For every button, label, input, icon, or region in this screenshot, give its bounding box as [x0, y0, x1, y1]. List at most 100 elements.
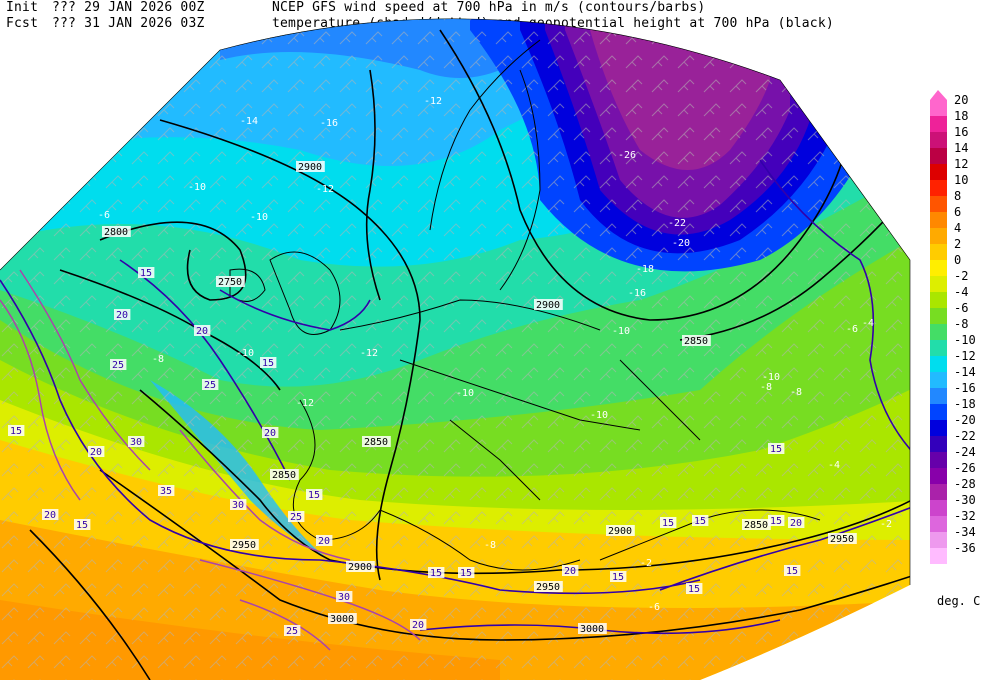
wind-label: 30 — [230, 499, 247, 511]
wind-label: 20 — [194, 325, 211, 337]
legend-label: -28 — [954, 477, 976, 491]
legend-label: -6 — [954, 301, 969, 315]
legend-label: 18 — [954, 109, 969, 123]
svg-text:-10: -10 — [236, 348, 254, 359]
temp-label: -6 — [846, 324, 858, 335]
legend-swatch — [930, 532, 947, 548]
height-label: 2850 — [270, 469, 299, 481]
wind-label: 15 — [610, 571, 627, 583]
svg-text:20: 20 — [264, 428, 276, 439]
wind-label: 15 — [306, 489, 323, 501]
svg-text:-10: -10 — [612, 326, 630, 337]
svg-text:-6: -6 — [98, 210, 110, 221]
legend-label: -32 — [954, 509, 976, 523]
temp-label: -22 — [668, 218, 686, 229]
legend-label: -20 — [954, 413, 976, 427]
svg-text:-16: -16 — [628, 288, 646, 299]
height-label: 2900 — [296, 161, 325, 173]
legend-label: -14 — [954, 365, 976, 379]
temp-label: -4 — [862, 318, 874, 329]
temp-label: -8 — [152, 354, 164, 365]
svg-text:-20: -20 — [672, 238, 690, 249]
svg-text:35: 35 — [160, 486, 172, 497]
svg-text:20: 20 — [790, 518, 802, 529]
legend-swatch — [930, 548, 947, 564]
svg-text:-10: -10 — [188, 182, 206, 193]
legend-swatch — [930, 228, 947, 244]
map-border — [0, 18, 911, 585]
weather-map: 2800 2750 2850 2900 2850 2850 2900 2850 2950 2950… — [0, 18, 911, 680]
svg-text:-18: -18 — [636, 264, 654, 275]
legend-swatch — [930, 116, 947, 132]
temp-label: -10 — [236, 348, 254, 359]
temp-label: -10 — [590, 410, 608, 421]
svg-text:2900: 2900 — [298, 162, 322, 173]
svg-text:15: 15 — [694, 516, 706, 527]
svg-text:-12: -12 — [360, 348, 378, 359]
legend-label: 20 — [954, 93, 969, 107]
svg-text:-4: -4 — [828, 460, 840, 471]
wind-label: 15 — [784, 565, 801, 577]
height-label: 3000 — [328, 613, 357, 625]
temp-label: -10 — [612, 326, 630, 337]
temp-label: -12 — [296, 398, 314, 409]
legend-label: -2 — [954, 269, 969, 283]
legend-label: 12 — [954, 157, 969, 171]
svg-text:2900: 2900 — [348, 562, 372, 573]
svg-text:-22: -22 — [668, 218, 686, 229]
svg-text:-8: -8 — [152, 354, 164, 365]
svg-text:2850: 2850 — [364, 437, 388, 448]
temp-labels: -14 -16 -12 -12 -10 -10 -6 -10 -12 -8 -12 -10 -10 -10… — [98, 96, 892, 613]
svg-text:3000: 3000 — [580, 624, 604, 635]
legend-label: -30 — [954, 493, 976, 507]
legend-swatch — [930, 148, 947, 164]
temp-label: -8 — [760, 382, 772, 393]
legend-label: 6 — [954, 205, 962, 219]
wind-label: 15 — [74, 519, 91, 531]
legend-swatch — [930, 260, 947, 276]
wind-label: 20 — [88, 446, 105, 458]
svg-text:2900: 2900 — [608, 526, 632, 537]
title-line-1: NCEP GFS wind speed at 700 hPa in m/s (c… — [272, 0, 706, 15]
svg-text:2850: 2850 — [272, 470, 296, 481]
height-label: 2800 — [102, 226, 131, 238]
temp-label: -2 — [640, 558, 652, 569]
wind-label: 25 — [288, 511, 305, 523]
legend-label: 16 — [954, 125, 969, 139]
legend-swatch — [930, 308, 947, 324]
temp-label: -14 — [240, 116, 258, 127]
temp-label: -12 — [360, 348, 378, 359]
svg-text:-8: -8 — [760, 382, 772, 393]
legend-swatch — [930, 356, 947, 372]
legend-label: -18 — [954, 397, 976, 411]
temp-label: -10 — [456, 388, 474, 399]
temp-label: -6 — [648, 602, 660, 613]
height-label: 2950 — [534, 581, 563, 593]
legend-label: -4 — [954, 285, 969, 299]
temp-label: -10 — [250, 212, 268, 223]
svg-text:2950: 2950 — [536, 582, 560, 593]
wind-label: 20 — [316, 535, 333, 547]
temp-label: -16 — [628, 288, 646, 299]
svg-text:20: 20 — [90, 447, 102, 458]
wind-contours-high — [0, 269, 421, 651]
wind-label: 30 — [336, 591, 353, 603]
legend-swatch — [930, 420, 947, 436]
svg-text:15: 15 — [662, 518, 674, 529]
wind-barbs — [0, 18, 910, 680]
svg-text:25: 25 — [286, 626, 298, 637]
legend-swatch — [930, 372, 947, 388]
wind-label: 25 — [202, 379, 219, 391]
legend-swatch — [930, 164, 947, 180]
svg-text:30: 30 — [130, 437, 142, 448]
height-label: 2850 — [742, 519, 771, 531]
wind-label: 20 — [562, 565, 579, 577]
wind-label: 15 — [458, 567, 475, 579]
header-line-1: Init ??? 29 JAN 2026 00Z NCEP GFS wind spe… — [6, 0, 705, 15]
svg-text:20: 20 — [318, 536, 330, 547]
legend-label: 2 — [954, 237, 962, 251]
svg-text:2750: 2750 — [218, 277, 242, 288]
wind-label: 25 — [284, 625, 301, 637]
svg-text:15: 15 — [76, 520, 88, 531]
